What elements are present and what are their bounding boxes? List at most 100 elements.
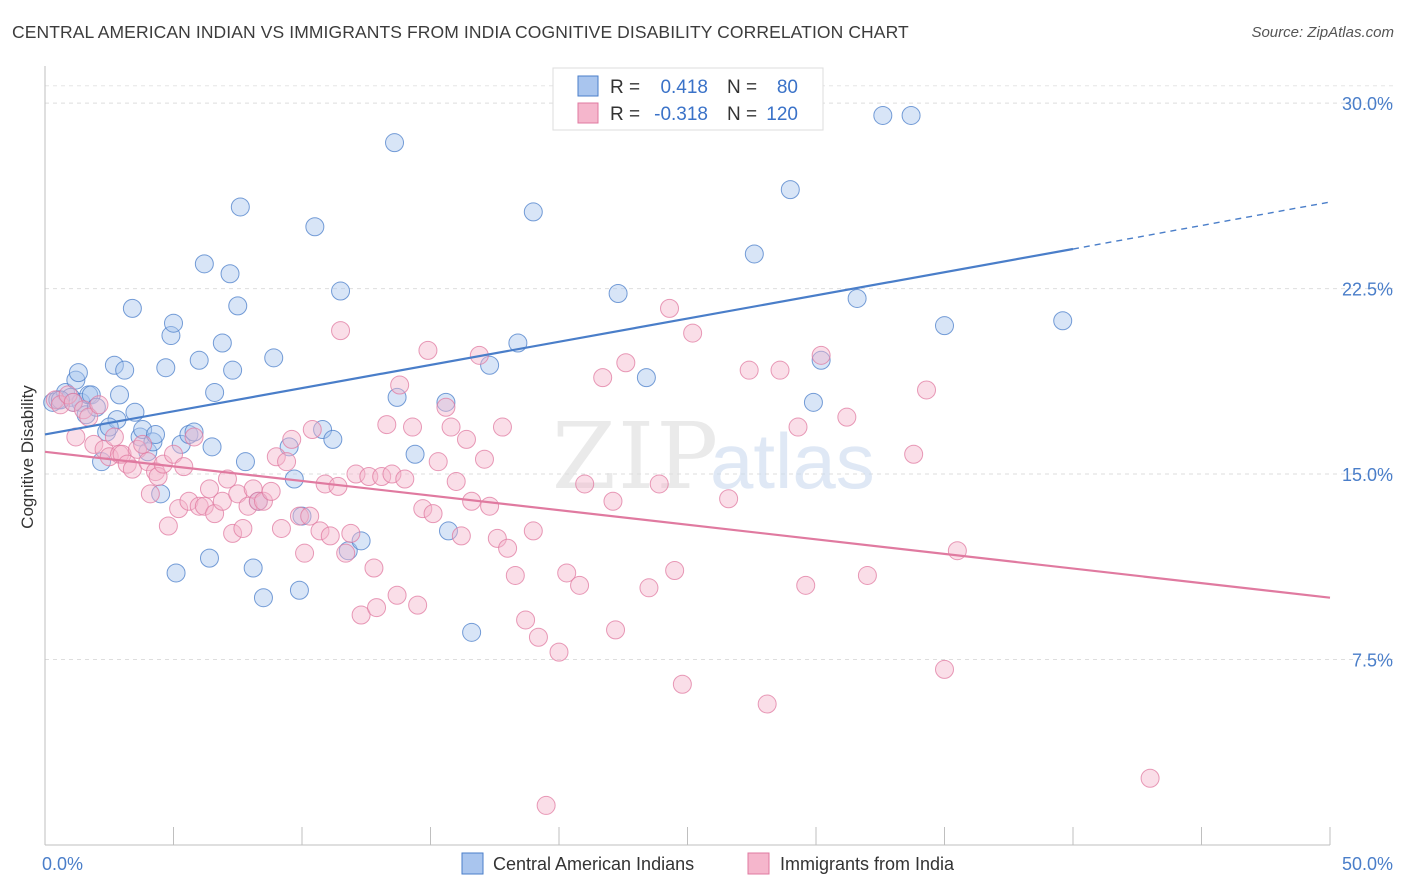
data-point [140, 484, 160, 504]
data-point [156, 358, 176, 378]
data-point [320, 526, 340, 546]
data-point [436, 397, 456, 417]
data-point [492, 417, 512, 437]
data-point [43, 392, 63, 412]
legend-r-value-blue: 0.418 [660, 77, 708, 98]
data-point [169, 499, 189, 519]
trend-lines [44, 201, 1331, 599]
data-point [189, 496, 209, 516]
data-point [639, 578, 659, 598]
legend-swatch-blue [577, 75, 599, 97]
data-point [603, 491, 623, 511]
data-point [243, 558, 263, 578]
data-point [438, 521, 458, 541]
data-point [570, 575, 590, 595]
data-point [456, 429, 476, 449]
data-point [608, 284, 628, 304]
data-point [523, 521, 543, 541]
bottom-legend-label-pink: Immigrants from India [780, 854, 955, 874]
data-point [441, 417, 461, 437]
trend-line-extension [1072, 201, 1331, 250]
data-point [223, 523, 243, 543]
data-point [282, 429, 302, 449]
data-point [133, 420, 153, 440]
bottom-legend-swatch-blue [461, 852, 484, 875]
data-point [413, 499, 433, 519]
data-point [63, 392, 83, 412]
data-point [302, 420, 322, 440]
data-point [300, 506, 320, 526]
data-point [202, 437, 222, 457]
data-point [313, 420, 333, 440]
data-point [528, 627, 548, 647]
data-point [593, 368, 613, 388]
data-point [146, 424, 166, 444]
data-point [179, 491, 199, 511]
data-point [184, 422, 204, 442]
data-point [446, 471, 466, 491]
data-point [331, 281, 351, 301]
data-point [205, 504, 225, 524]
data-point [803, 392, 823, 412]
data-point [89, 395, 109, 415]
data-point [146, 462, 166, 482]
data-point [1140, 768, 1160, 788]
data-point [904, 444, 924, 464]
data-point [364, 558, 384, 578]
data-point [158, 516, 178, 536]
data-point [199, 479, 219, 499]
data-point [122, 459, 142, 479]
y-tick-labels: 7.5% 15.0% 22.5% 30.0% [1342, 94, 1393, 670]
data-point [487, 528, 507, 548]
stats-legend: R = 0.418 N = 80 R = -0.318 N = 120 [552, 67, 824, 131]
data-point [351, 605, 371, 625]
data-point [616, 353, 636, 373]
data-point [122, 298, 142, 318]
data-point [377, 415, 397, 435]
data-point [660, 298, 680, 318]
data-point [575, 474, 595, 494]
data-point [873, 105, 893, 125]
data-point [81, 385, 101, 405]
data-point [104, 427, 124, 447]
data-point [462, 622, 482, 642]
data-point [76, 405, 96, 425]
data-point [220, 264, 240, 284]
data-point [130, 427, 150, 447]
data-point [184, 427, 204, 447]
y-axis-title: Cognitive Disability [18, 385, 37, 529]
data-point [665, 560, 685, 580]
data-point [423, 504, 443, 524]
data-point [744, 244, 764, 264]
legend-r-label-blue: R = [610, 77, 640, 98]
data-point [935, 316, 954, 336]
data-point [66, 370, 86, 390]
data-point [480, 355, 500, 375]
data-point [305, 217, 325, 237]
data-point [683, 323, 703, 343]
data-point [223, 360, 243, 380]
data-point [780, 180, 800, 200]
data-point [451, 526, 471, 546]
data-point [523, 202, 543, 222]
data-point [636, 368, 656, 388]
data-point [428, 452, 448, 472]
data-point [115, 360, 135, 380]
data-point [189, 350, 209, 370]
data-point [271, 518, 291, 538]
data-point [217, 469, 237, 489]
data-point [164, 444, 183, 464]
data-point [536, 795, 556, 815]
data-point [367, 598, 387, 618]
data-point [199, 548, 219, 568]
data-point [248, 491, 268, 511]
data-point [112, 444, 132, 464]
data-point [230, 197, 250, 217]
data-point [253, 588, 273, 608]
data-point [161, 326, 181, 346]
legend-r-value-pink: -0.318 [654, 104, 708, 125]
data-point [166, 563, 186, 583]
series-immigrants-from-india [45, 298, 1160, 815]
data-point [757, 694, 777, 714]
y-tick-label: 15.0% [1342, 465, 1393, 485]
